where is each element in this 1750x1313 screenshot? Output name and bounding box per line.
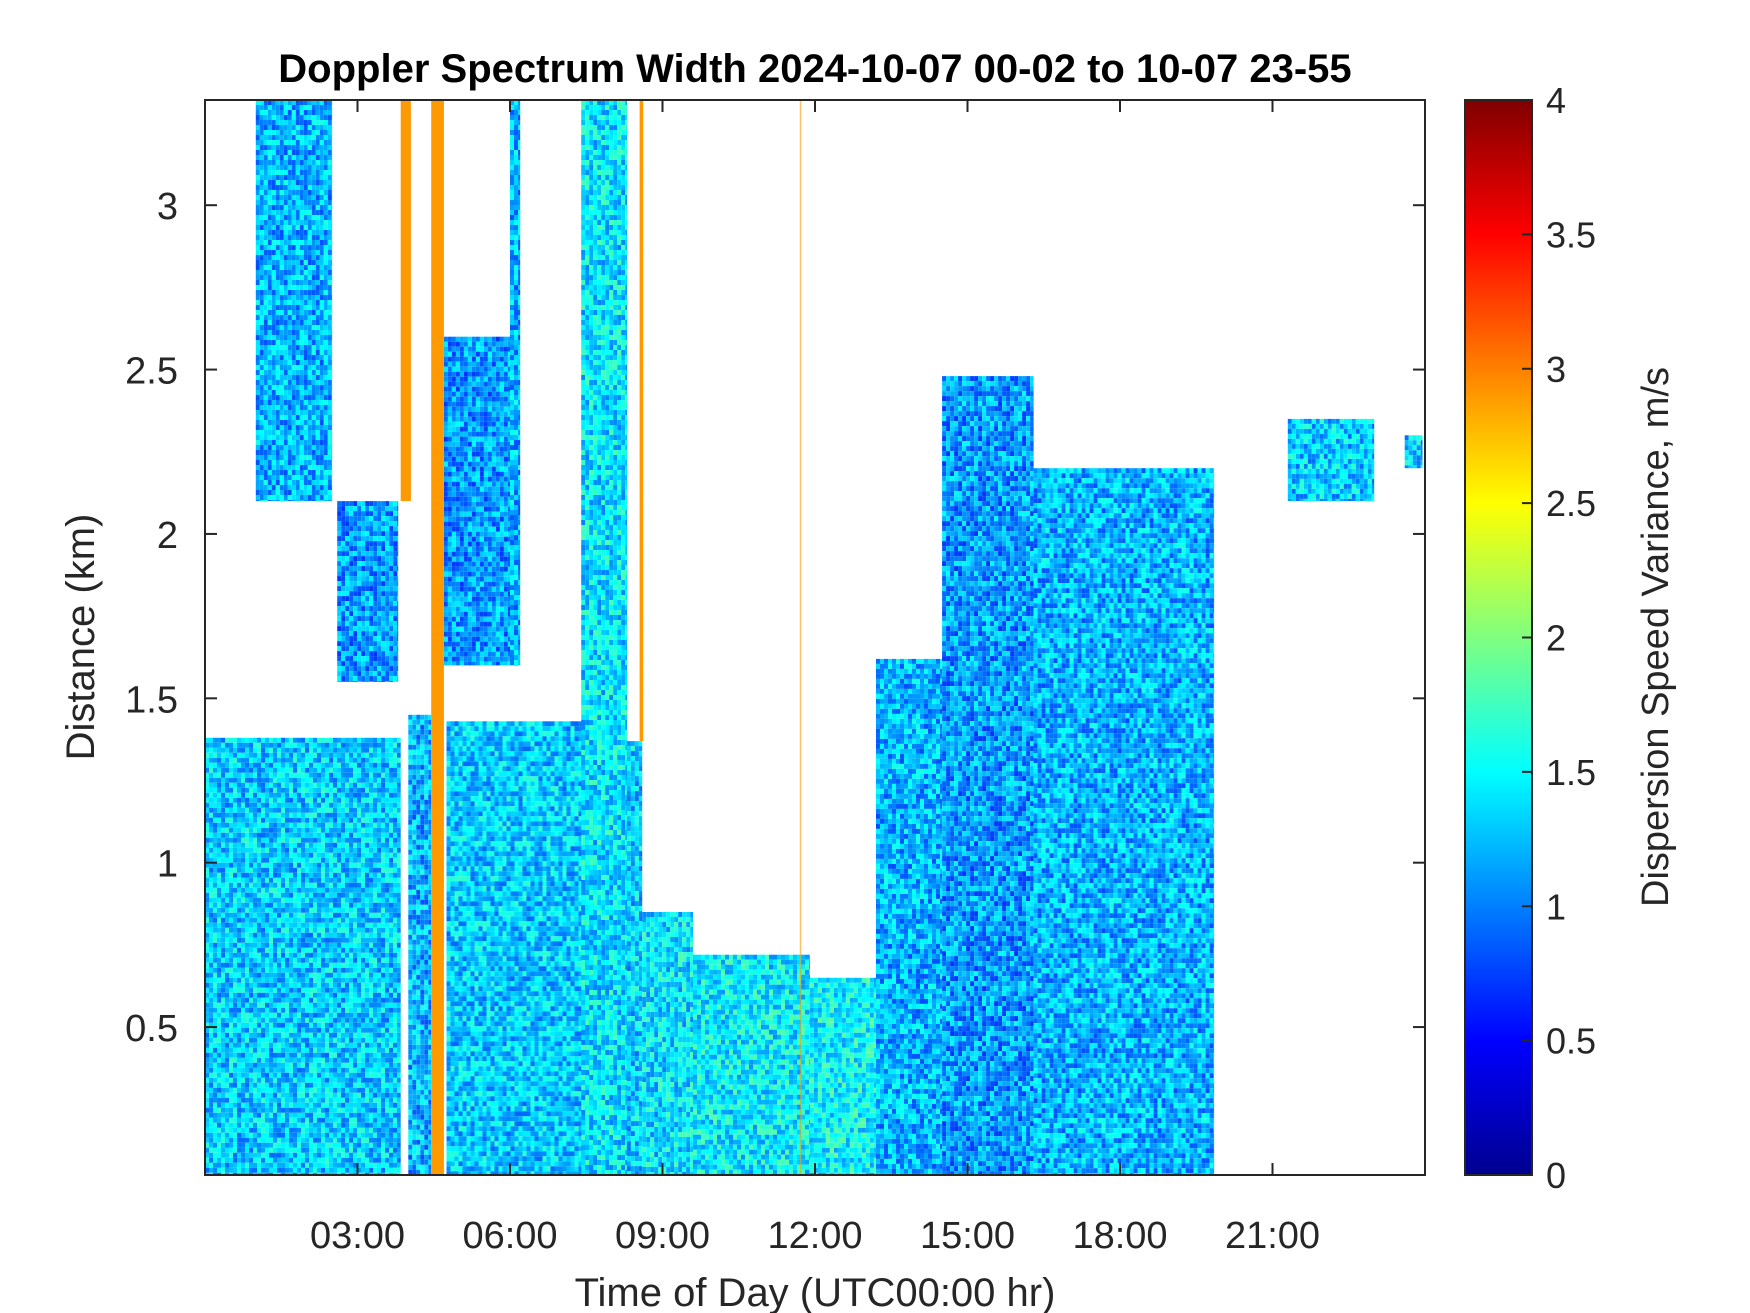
- heatmap-region-2: [337, 501, 399, 682]
- heatmap-streak-0: [400, 100, 411, 502]
- heatmap-region-7: [581, 100, 627, 1175]
- heatmap-region-4: [510, 100, 521, 666]
- heatmap-region-13: [942, 376, 1034, 1175]
- y-axis-ticks: 0.5 1 1.5 2 2.5 3: [125, 186, 1425, 1050]
- y-tick-label: 1: [157, 844, 178, 886]
- x-tick-label: 21:00: [1225, 1215, 1320, 1257]
- heatmap-region-9: [642, 912, 693, 1175]
- x-tick-label: 03:00: [310, 1215, 405, 1257]
- heatmap-region-15: [1287, 418, 1375, 502]
- y-tick-label: 2: [157, 515, 178, 557]
- colorbar-tick-label: 2: [1546, 618, 1566, 659]
- y-axis-label: Distance (km): [59, 514, 103, 761]
- heatmap-region-5: [408, 714, 432, 1175]
- y-tick-label: 2.5: [125, 351, 178, 393]
- heatmap-region-8: [626, 741, 643, 1175]
- x-tick-label: 06:00: [462, 1215, 557, 1257]
- y-tick-label: 3: [157, 186, 178, 228]
- colorbar-tick-label: 0.5: [1546, 1021, 1596, 1062]
- heatmap-streak-2: [639, 100, 644, 742]
- colorbar-tick-label: 1.5: [1546, 752, 1596, 793]
- y-tick-label: 1.5: [125, 679, 178, 721]
- heatmap-region-1: [255, 100, 333, 502]
- heatmap-streak-1: [431, 100, 444, 1175]
- colorbar-tick-label: 0: [1546, 1155, 1566, 1196]
- x-tick-label: 15:00: [920, 1215, 1015, 1257]
- x-axis-ticks: 03:00 06:00 09:00 12:00 15:00 18:00 21:00: [310, 100, 1320, 1257]
- chart-title: Doppler Spectrum Width 2024-10-07 00-02 …: [278, 47, 1351, 91]
- heatmap-region-16: [1404, 435, 1423, 469]
- heatmap-streak-3: [799, 100, 802, 1175]
- colorbar-tick-label: 3.5: [1546, 214, 1596, 255]
- x-tick-label: 09:00: [615, 1215, 710, 1257]
- x-tick-label: 12:00: [767, 1215, 862, 1257]
- heatmap-region-14: [1033, 468, 1215, 1175]
- heatmap-region-12: [876, 658, 943, 1175]
- colorbar-label: Dispersion Speed Variance, m/s: [1635, 367, 1677, 907]
- colorbar-ticks: 0 0.5 1 1.5 2 2.5 3 3.5 4: [1522, 80, 1596, 1196]
- y-tick-label: 0.5: [125, 1008, 178, 1050]
- heatmap-region-10: [693, 954, 810, 1175]
- x-tick-label: 18:00: [1072, 1215, 1167, 1257]
- x-axis-label: Time of Day (UTC00:00 hr): [575, 1271, 1056, 1313]
- colorbar-tick-label: 1: [1546, 886, 1566, 927]
- heatmap-region-0: [205, 737, 401, 1175]
- colorbar-tick-label: 3: [1546, 349, 1566, 390]
- heatmap-region-11: [809, 977, 876, 1175]
- heatmap-region-3: [443, 336, 510, 666]
- heatmap-layer: [205, 100, 1423, 1175]
- heatmap-region-6: [446, 721, 597, 1175]
- colorbar-tick-label: 4: [1546, 80, 1566, 121]
- colorbar-tick-label: 2.5: [1546, 483, 1596, 524]
- colorbar: [1464, 99, 1533, 1176]
